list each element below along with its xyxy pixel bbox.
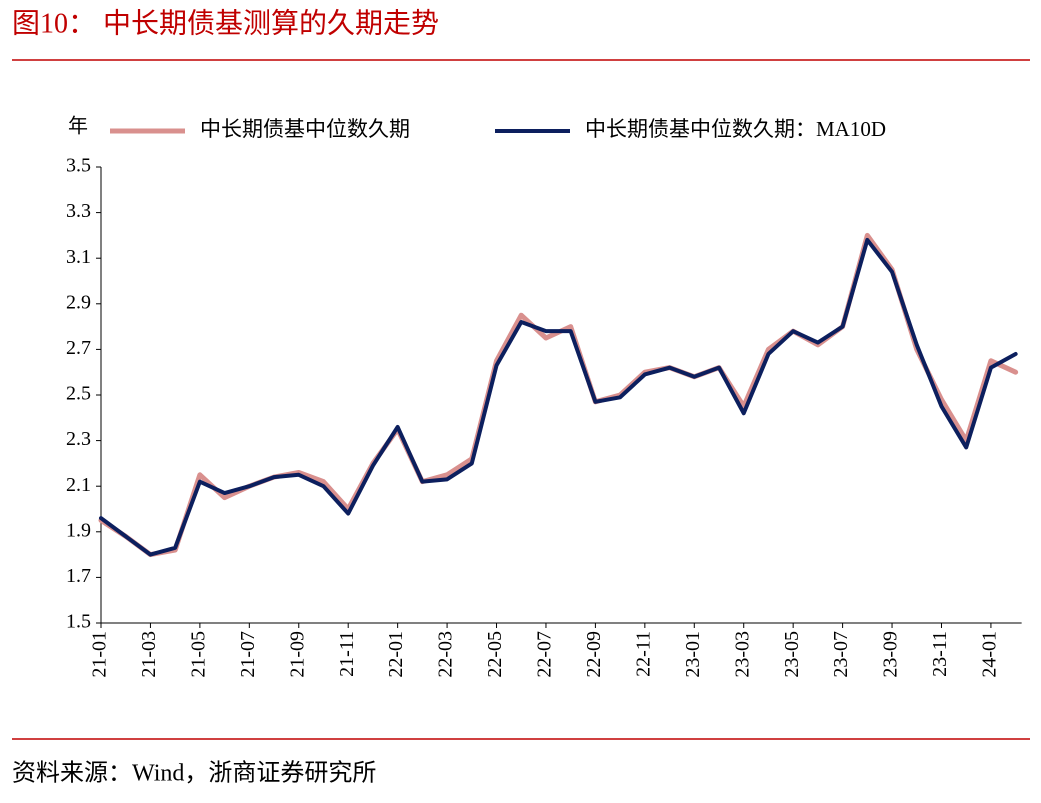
x-tick-label: 23-01 xyxy=(682,631,704,678)
x-tick-label: 22-07 xyxy=(534,631,556,678)
legend-label: 中长期债基中位数久期：MA10D xyxy=(585,117,886,141)
y-tick-label: 1.9 xyxy=(66,519,91,541)
chart-title: 图10： 中长期债基测算的久期走势 xyxy=(12,7,439,39)
x-tick-label: 22-01 xyxy=(385,631,407,678)
x-tick-label: 21-09 xyxy=(286,631,308,678)
legend-label: 中长期债基中位数久期 xyxy=(200,117,410,141)
x-tick-label: 22-05 xyxy=(484,631,506,678)
x-tick-label: 21-01 xyxy=(89,631,111,678)
y-tick-label: 1.7 xyxy=(66,565,91,587)
y-tick-label: 3.1 xyxy=(66,246,91,268)
x-tick-label: 23-09 xyxy=(880,631,902,678)
y-tick-label: 2.5 xyxy=(66,383,91,405)
y-tick-label: 1.5 xyxy=(66,611,91,633)
y-tick-label: 3.5 xyxy=(66,155,91,177)
x-tick-label: 22-03 xyxy=(435,631,457,678)
x-tick-label: 23-11 xyxy=(929,631,951,677)
series-line xyxy=(99,237,1018,557)
y-tick-label: 2.1 xyxy=(66,474,91,496)
y-tick-label: 2.3 xyxy=(66,428,91,450)
x-tick-label: 24-01 xyxy=(979,631,1001,678)
x-tick-label: 21-07 xyxy=(237,631,259,678)
x-tick-label: 21-03 xyxy=(138,631,160,678)
source-note: 资料来源：Wind，浙商证券研究所 xyxy=(12,760,376,787)
series-line xyxy=(98,232,1019,558)
x-tick-label: 23-03 xyxy=(731,631,753,678)
y-tick-label: 2.9 xyxy=(66,291,91,313)
x-tick-label: 21-11 xyxy=(336,631,358,677)
y-tick-label: 2.7 xyxy=(66,337,91,359)
x-tick-label: 21-05 xyxy=(187,631,209,678)
y-axis-label: 年 xyxy=(68,115,88,138)
y-tick-label: 3.3 xyxy=(66,200,91,222)
x-tick-label: 23-05 xyxy=(781,631,803,678)
x-tick-label: 22-09 xyxy=(583,631,605,678)
x-tick-label: 22-11 xyxy=(632,631,654,677)
x-tick-label: 23-07 xyxy=(830,631,852,678)
